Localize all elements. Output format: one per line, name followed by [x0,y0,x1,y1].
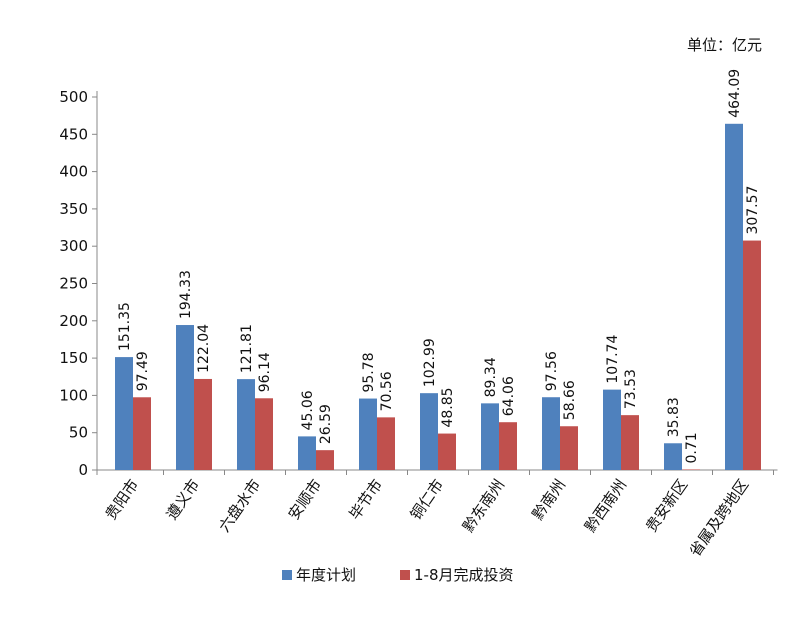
y-tick-label: 150 [59,349,88,367]
bar-actual-4 [377,417,395,470]
bar-actual-9 [682,469,700,470]
y-tick-label: 400 [59,163,88,181]
legend-label: 年度计划 [296,566,356,584]
y-tick-label: 250 [59,275,88,293]
value-label: 307.57 [745,186,761,235]
bar-actual-5 [438,433,456,470]
value-label: 95.78 [361,352,377,392]
value-label: 64.06 [501,376,517,416]
bar-plan-5 [420,393,438,470]
value-label: 58.66 [562,380,578,420]
bar-actual-2 [255,398,273,470]
category-label: 黔东南州 [459,476,508,535]
value-label: 107.74 [605,335,621,384]
bar-plan-2 [237,379,255,470]
bar-plan-4 [359,398,377,470]
y-tick-label: 200 [59,312,88,330]
category-label: 省属及跨地区 [686,476,752,560]
category-label: 六盘水市 [215,476,264,535]
bar-actual-7 [560,426,578,470]
bars [115,123,761,471]
value-label: 89.34 [483,357,499,397]
y-tick-label: 100 [59,386,88,404]
legend: 年度计划 1-8月完成投资 [282,566,514,584]
bar-actual-10 [743,240,761,470]
y-tick-label: 350 [59,200,88,218]
value-label: 48.85 [440,387,456,427]
category-label: 毕节市 [346,476,387,523]
category-label: 铜仁市 [407,476,448,523]
value-label: 26.59 [318,404,334,444]
bar-plan-0 [115,357,133,470]
value-label: 97.56 [544,351,560,391]
y-tick-label: 300 [59,237,88,255]
bar-actual-6 [499,422,517,470]
category-label: 遵义市 [163,476,204,523]
axes: 0 50 100 150 200 250 300 350 400 450 500 [59,88,778,479]
value-label: 102.99 [422,338,438,387]
value-label: 96.14 [257,352,273,392]
bar-actual-8 [621,415,639,470]
legend-swatch [282,570,292,580]
value-label: 45.06 [300,390,316,430]
bar-plan-7 [542,397,560,470]
bar-plan-3 [298,436,316,470]
category-label: 安顺市 [285,476,326,523]
bar-actual-1 [194,378,212,470]
y-tick-label: 0 [78,461,88,479]
bar-actual-0 [133,397,151,470]
legend-label: 1-8月完成投资 [414,566,514,584]
bar-actual-3 [316,450,334,470]
value-label: 73.53 [623,369,639,409]
value-label: 122.04 [196,324,212,373]
value-label: 464.09 [727,69,743,118]
y-tick-label: 450 [59,125,88,143]
y-tick-label: 500 [59,88,88,106]
bar-plan-10 [725,123,743,471]
value-label: 0.71 [684,432,700,463]
category-label: 黔西南州 [581,476,630,535]
unit-label: 单位：亿元 [687,36,762,54]
bar-plan-1 [176,325,194,470]
category-label: 贵安新区 [642,476,691,535]
legend-swatch [400,570,410,580]
value-label: 151.35 [117,302,133,351]
bar-plan-6 [481,403,499,470]
y-tick-label: 50 [69,424,88,442]
value-label: 97.49 [135,351,151,391]
category-label: 贵阳市 [102,476,143,523]
value-label: 35.83 [666,397,682,437]
category-label: 黔南州 [529,476,570,523]
value-label: 121.81 [239,324,255,373]
value-label: 70.56 [379,371,395,411]
bar-plan-8 [603,389,621,470]
bar-plan-9 [664,443,682,470]
value-label: 194.33 [178,270,194,319]
